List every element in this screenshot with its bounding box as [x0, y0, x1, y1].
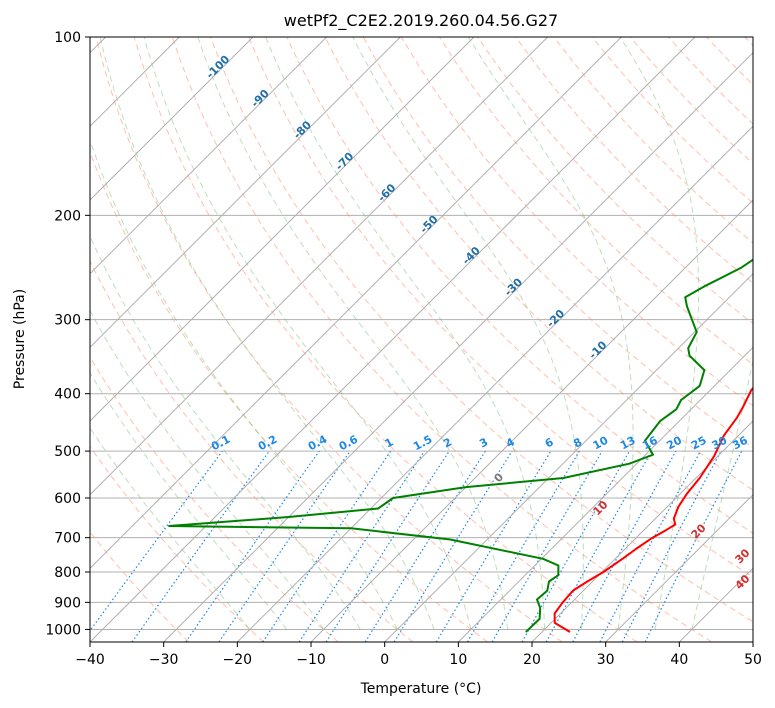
y-tick-label: 300	[54, 313, 81, 329]
x-tick-label: 30	[597, 652, 615, 668]
mixing-ratio-line	[393, 450, 513, 642]
dry-adiabat-line	[324, 37, 753, 491]
dry-adiabat-line	[515, 37, 753, 284]
isotherm-line	[90, 37, 622, 570]
dry-adiabat-line	[171, 37, 712, 642]
mixing-ratio-label: 13	[618, 434, 638, 453]
y-tick-label: 200	[54, 208, 81, 224]
x-tick-label: 40	[670, 652, 688, 668]
x-tick-label: −20	[223, 652, 253, 668]
mixing-ratio-line	[218, 450, 351, 642]
moist-adiabat-line	[90, 235, 361, 630]
y-tick-label: 500	[54, 444, 81, 460]
x-tick-label: −40	[75, 652, 105, 668]
y-axis-title: Pressure (hPa)	[12, 289, 28, 389]
mixing-ratio-line	[545, 450, 653, 642]
moist-adiabat-line	[90, 427, 251, 630]
mixing-ratio-line	[644, 450, 743, 642]
isotherm-line	[531, 420, 753, 642]
isotherm-line	[310, 199, 753, 642]
moist-adiabat-line	[467, 37, 634, 630]
mixing-ratio-line	[131, 450, 270, 642]
dry-adiabat-line	[286, 37, 753, 534]
plot-frame	[89, 36, 754, 643]
y-tick-label: 800	[54, 565, 81, 581]
mixing-ratio-line	[325, 450, 450, 642]
isotherm-line	[163, 51, 753, 642]
moist-adiabat-line	[691, 358, 753, 630]
mixing-ratio-label: 10	[591, 434, 611, 453]
x-tick-label: −10	[296, 652, 326, 668]
moist-adiabat-line	[99, 37, 435, 630]
moist-adiabat-line	[197, 37, 509, 630]
moist-adiabat-line	[619, 37, 699, 630]
x-axis-title: Temperature (°C)	[360, 681, 482, 697]
y-tick-label: 900	[54, 595, 81, 611]
moist-adiabat-line	[90, 138, 398, 630]
moist-adiabat-line	[352, 37, 584, 630]
dry-adiabat-line	[95, 37, 563, 642]
isotherm-line	[605, 493, 753, 642]
mixing-ratio-line	[185, 450, 320, 642]
y-tick-label: 400	[54, 387, 81, 403]
y-tick-label: 100	[54, 30, 81, 46]
isotherm-line	[90, 37, 549, 496]
dry-adiabat-line	[248, 37, 753, 578]
mixing-ratio-label: 20	[664, 434, 684, 453]
axes: −40 −30 −20 −10 0 10 20 30 40 50 100 200 300 400 500 60…	[45, 30, 762, 668]
isotherm-line	[90, 37, 475, 422]
dewpoint-line	[168, 258, 753, 633]
y-tick-label: 600	[54, 491, 81, 507]
dry-adiabat-line	[90, 259, 414, 642]
mixing-ratio-line	[262, 450, 392, 642]
x-tick-label: 10	[449, 652, 467, 668]
isotherm-line	[384, 272, 753, 642]
dry-adiabat-line	[90, 445, 264, 642]
x-tick-label: 50	[744, 652, 762, 668]
moist-adiabat-line	[90, 371, 288, 630]
isotherm-line	[90, 37, 254, 201]
mixing-ratio-label: 25	[689, 434, 709, 453]
mixing-ratio-line	[521, 450, 631, 642]
isotherm-line	[457, 346, 753, 642]
isotherm-line	[90, 37, 696, 642]
dry-adiabat-line	[133, 37, 638, 642]
x-tick-label: 20	[523, 652, 541, 668]
isotherm-line	[236, 125, 753, 642]
y-tick-label: 1000	[45, 622, 81, 638]
moist-adiabat-line	[90, 309, 324, 630]
moist-adiabat-line	[143, 37, 472, 630]
mixing-ratio-line	[90, 450, 223, 632]
plot-area	[90, 37, 753, 642]
mixing-ratio-line	[298, 450, 425, 642]
dry-adiabat-line	[90, 356, 339, 642]
isotherm-line	[90, 37, 401, 349]
moist-adiabat-line	[265, 37, 546, 630]
mixing-ratio-label: 16	[640, 434, 660, 453]
mixing-ratio-label: 36	[730, 434, 750, 453]
temperature-line	[553, 386, 753, 633]
x-tick-label: −30	[149, 652, 179, 668]
chart-title: wetPf2_C2E2.2019.260.04.56.G27	[284, 11, 558, 31]
y-tick-label: 700	[54, 531, 81, 547]
mixing-ratio-label: 30	[710, 434, 730, 453]
x-tick-label: 0	[380, 652, 389, 668]
isotherm-line	[90, 37, 328, 275]
dry-adiabat-line	[210, 37, 753, 623]
